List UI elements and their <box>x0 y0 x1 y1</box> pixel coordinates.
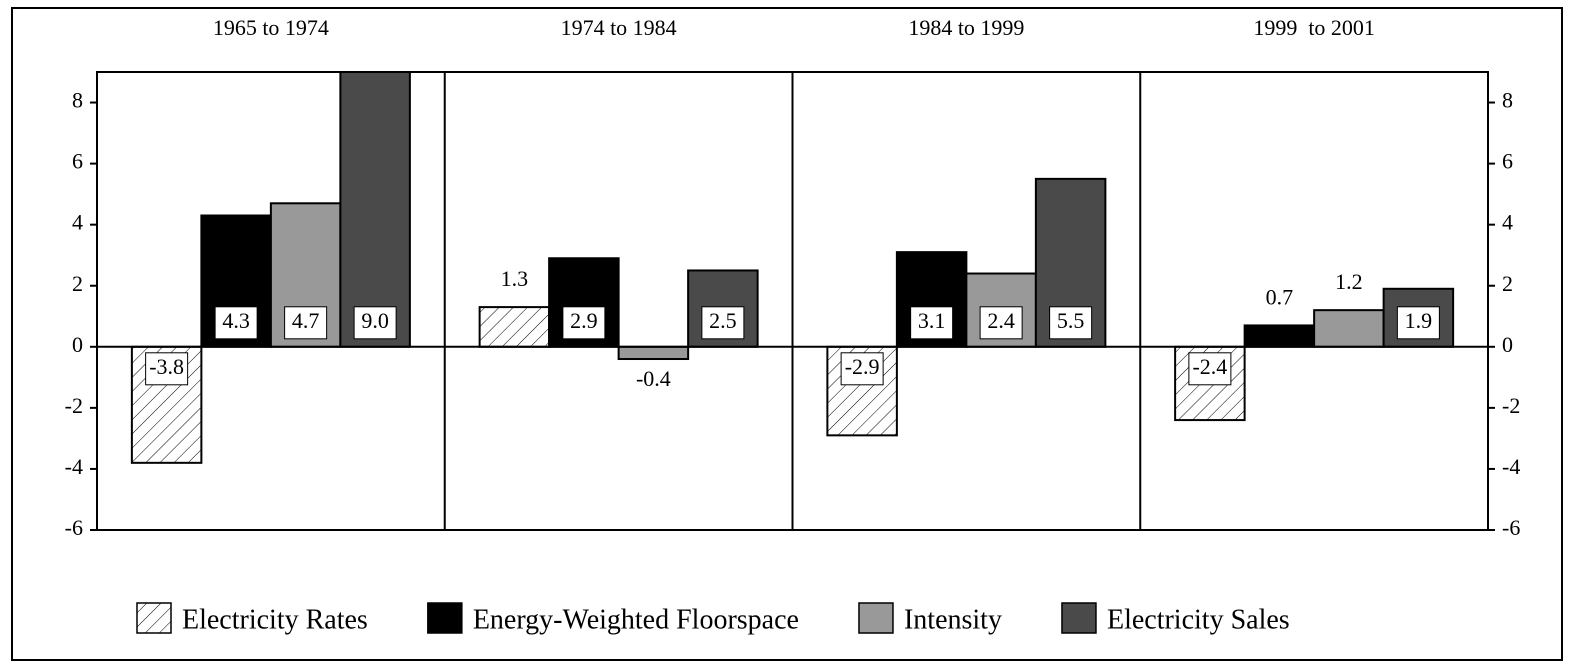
legend-label: Electricity Rates <box>182 604 368 635</box>
frame <box>11 7 1563 661</box>
value-label: 1.9 <box>1405 308 1433 333</box>
value-label: 3.1 <box>918 308 946 333</box>
value-label: -0.4 <box>636 366 671 391</box>
value-label: 2.4 <box>987 308 1015 333</box>
bar <box>1313 309 1385 348</box>
legend-swatch <box>427 602 463 634</box>
y2-tick-label: -4 <box>1502 454 1520 479</box>
y-tick-label: 6 <box>72 149 83 174</box>
legend-label: Energy-Weighted Floorspace <box>473 604 799 635</box>
y-tick-label: 2 <box>72 271 83 296</box>
value-label: 5.5 <box>1057 308 1085 333</box>
y2-tick-label: 2 <box>1502 271 1513 296</box>
legend-swatch <box>858 602 894 634</box>
y-tick-label: 0 <box>72 332 83 357</box>
legend-label: Intensity <box>904 604 1002 635</box>
bar <box>339 71 411 348</box>
value-label-box <box>1396 306 1440 340</box>
value-label: 1.2 <box>1335 269 1363 294</box>
plot-border <box>96 71 1489 531</box>
value-label-box <box>145 352 189 386</box>
bar <box>1243 324 1316 348</box>
value-label-box <box>284 306 328 340</box>
value-label: 4.3 <box>222 308 250 333</box>
value-label-box <box>979 306 1023 340</box>
value-label: 4.7 <box>292 308 320 333</box>
y2-tick-label: 6 <box>1502 149 1513 174</box>
panel-title: 1984 to 1999 <box>908 15 1024 40</box>
value-label: 2.5 <box>709 308 737 333</box>
value-label-box <box>214 306 258 340</box>
panel-title: 1999 to 2001 <box>1253 15 1375 40</box>
value-label-box <box>1188 352 1232 386</box>
value-label: 0.7 <box>1266 284 1294 309</box>
value-label-box <box>353 306 397 340</box>
y-tick-label: -6 <box>65 515 83 540</box>
y-tick-label: 8 <box>72 88 83 113</box>
value-label: -2.4 <box>1192 354 1227 379</box>
y-tick-label: 4 <box>72 210 83 235</box>
y2-tick-label: 0 <box>1502 332 1513 357</box>
bar <box>617 345 690 361</box>
value-label: 9.0 <box>361 308 389 333</box>
value-label-box <box>840 352 884 386</box>
y2-tick-label: -2 <box>1502 393 1520 418</box>
y-tick-label: -4 <box>65 454 83 479</box>
y2-tick-label: 4 <box>1502 210 1513 235</box>
value-label-box <box>701 306 745 340</box>
value-label-box <box>1049 306 1093 340</box>
y2-tick-label: 8 <box>1502 88 1513 113</box>
legend-swatch <box>136 602 172 634</box>
panel-title: 1974 to 1984 <box>561 15 677 40</box>
panel-title: 1965 to 1974 <box>213 15 329 40</box>
legend-swatch <box>1061 602 1097 634</box>
y2-tick-label: -6 <box>1502 515 1520 540</box>
bar <box>478 306 551 348</box>
value-label-box <box>562 306 606 340</box>
value-label: 1.3 <box>501 266 529 291</box>
legend-label: Electricity Sales <box>1107 604 1290 635</box>
value-label: -2.9 <box>845 354 880 379</box>
value-label: -3.8 <box>149 354 184 379</box>
value-label: 2.9 <box>570 308 598 333</box>
y-tick-label: -2 <box>65 393 83 418</box>
value-label-box <box>910 306 954 340</box>
